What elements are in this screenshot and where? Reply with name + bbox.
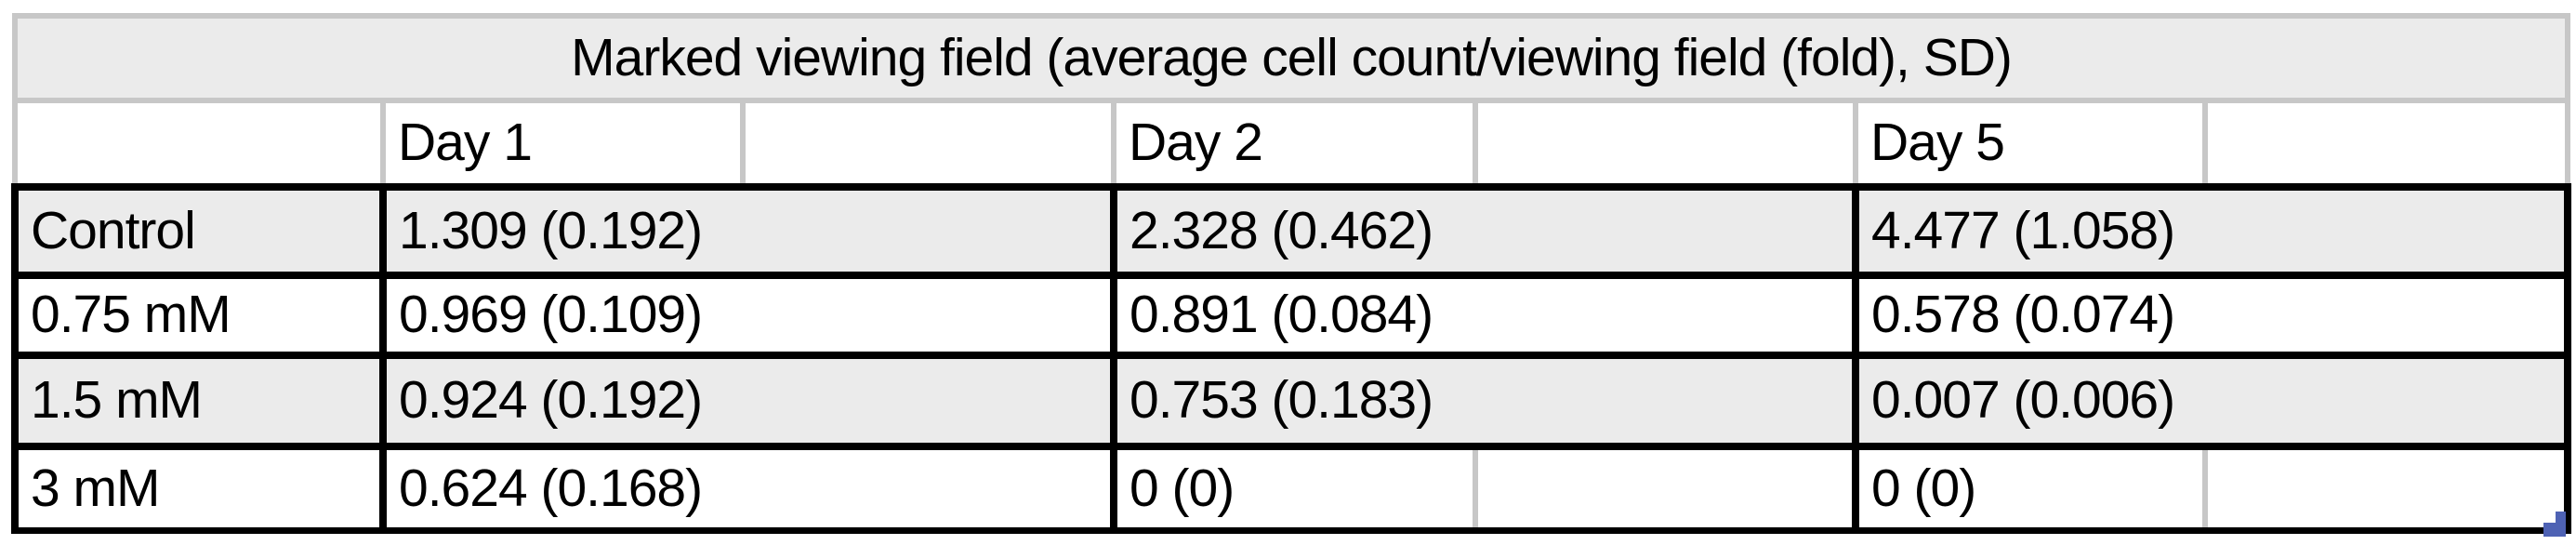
- col-header-day2: Day 2: [1111, 98, 1478, 190]
- header-row: Day 1 Day 2 Day 5: [12, 98, 2571, 190]
- table-row-control: Control 1.309 (0.192) 2.328 (0.462) 4.47…: [11, 183, 2572, 279]
- header-spacer: [2201, 98, 2571, 190]
- value-cell-0.75mM-day1: 0.969 (0.109): [379, 272, 1117, 359]
- col-header-day1: Day 1: [380, 98, 746, 190]
- table-row-1.5mM: 1.5 mM 0.924 (0.192) 0.753 (0.183) 0.007…: [11, 352, 2572, 450]
- row-label-1.5mM: 1.5 mM: [11, 352, 387, 450]
- col-header-day5: Day 5: [1853, 98, 2208, 190]
- value-cell-control-day5: 4.477 (1.058): [1851, 183, 2572, 279]
- data-table: Marked viewing field (average cell count…: [11, 13, 2572, 534]
- value-cell-1.5mM-day5: 0.007 (0.006): [1851, 352, 2572, 450]
- value-cell-1.5mM-day2: 0.753 (0.183): [1110, 352, 1859, 450]
- corner-cell: [12, 98, 386, 190]
- value-cell-3mM-day5: 0 (0): [1852, 443, 2208, 534]
- value-cell-1.5mM-day1: 0.924 (0.192): [379, 352, 1117, 450]
- value-cell-0.75mM-day5: 0.578 (0.074): [1851, 272, 2572, 359]
- value-cell-0.75mM-day2: 0.891 (0.084): [1110, 272, 1859, 359]
- value-cell-3mM-day2: 0 (0): [1110, 443, 1478, 534]
- table-title: Marked viewing field (average cell count…: [11, 13, 2571, 103]
- row-label-control: Control: [11, 183, 387, 279]
- cell-spacer: [1473, 443, 1859, 534]
- header-spacer: [740, 98, 1116, 190]
- table-row-0.75mM: 0.75 mM 0.969 (0.109) 0.891 (0.084) 0.57…: [11, 272, 2572, 359]
- row-label-0.75mM: 0.75 mM: [11, 272, 387, 359]
- header-spacer: [1473, 98, 1858, 190]
- value-cell-control-day1: 1.309 (0.192): [379, 183, 1117, 279]
- mini-bar-chart-icon-short-bar: [2543, 523, 2556, 537]
- value-cell-3mM-day1: 0.624 (0.168): [379, 443, 1117, 534]
- cell-spacer: [2201, 443, 2572, 534]
- title-row: Marked viewing field (average cell count…: [11, 13, 2571, 103]
- value-cell-control-day2: 2.328 (0.462): [1110, 183, 1859, 279]
- mini-bar-chart-icon-tall-bar: [2556, 512, 2566, 537]
- row-label-3mM: 3 mM: [11, 443, 387, 534]
- table-row-3mM: 3 mM 0.624 (0.168) 0 (0) 0 (0): [11, 443, 2572, 534]
